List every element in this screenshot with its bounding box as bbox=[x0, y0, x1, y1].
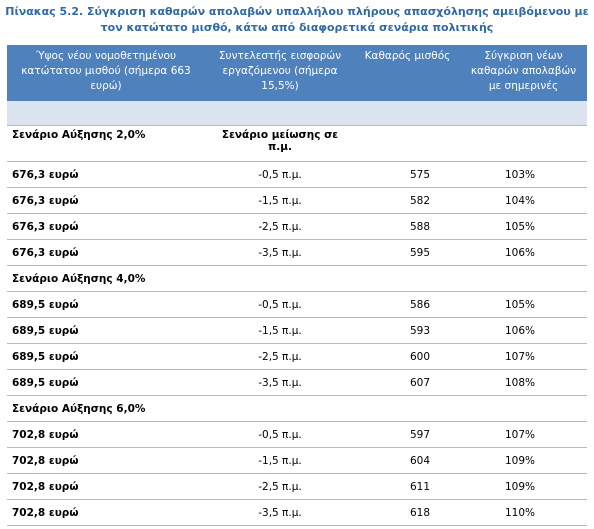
cell: -0,5 π.μ. bbox=[205, 161, 355, 188]
cell: -3,5 π.μ. bbox=[205, 499, 355, 526]
cell: 586 bbox=[355, 291, 460, 318]
cell: 109% bbox=[460, 447, 587, 474]
cell: -3,5 π.μ. bbox=[205, 369, 355, 396]
table-body: Σενάριο Αύξησης 2,0% Σενάριο μείωσης σε π… bbox=[7, 101, 587, 526]
section-note bbox=[205, 395, 355, 422]
row: 689,5 ευρώ -3,5 π.μ. 607 108% bbox=[7, 369, 587, 396]
cell: 689,5 ευρώ bbox=[7, 317, 205, 344]
cell: 689,5 ευρώ bbox=[7, 369, 205, 396]
cell: 105% bbox=[460, 291, 587, 318]
cell: 107% bbox=[460, 343, 587, 370]
title-line: Πίνακας 5.2. Σύγκριση καθαρών απολαβών υ… bbox=[5, 5, 589, 18]
section-note: Σενάριο μείωσης σε π.μ. bbox=[205, 125, 355, 162]
blank-row bbox=[7, 101, 587, 126]
section-label: Σενάριο Αύξησης 2,0% bbox=[7, 125, 205, 162]
cell: 611 bbox=[355, 473, 460, 500]
cell: -1,5 π.μ. bbox=[205, 187, 355, 214]
cell: -0,5 π.μ. bbox=[205, 421, 355, 448]
header-cell: Ύψος νέου νομοθετημένου κατώτατου μισθού… bbox=[7, 45, 205, 101]
header-cell: Καθαρός μισθός bbox=[355, 45, 460, 101]
row: 689,5 ευρώ -2,5 π.μ. 600 107% bbox=[7, 343, 587, 370]
cell: 600 bbox=[355, 343, 460, 370]
cell: 702,8 ευρώ bbox=[7, 499, 205, 526]
title: Πίνακας 5.2. Σύγκριση καθαρών απολαβών υ… bbox=[0, 4, 594, 44]
cell: 689,5 ευρώ bbox=[7, 291, 205, 318]
row: 676,3 ευρώ -0,5 π.μ. 575 103% bbox=[7, 161, 587, 188]
cell: 597 bbox=[355, 421, 460, 448]
section-note bbox=[205, 265, 355, 292]
cell: 588 bbox=[355, 213, 460, 240]
cell: 676,3 ευρώ bbox=[7, 239, 205, 266]
page: Πίνακας 5.2. Σύγκριση καθαρών απολαβών υ… bbox=[0, 4, 594, 529]
section-label: Σενάριο Αύξησης 6,0% bbox=[7, 395, 205, 422]
row: 702,8 ευρώ -1,5 π.μ. 604 109% bbox=[7, 447, 587, 474]
section-row: Σενάριο Αύξησης 6,0% bbox=[7, 395, 587, 422]
cell: 105% bbox=[460, 213, 587, 240]
cell bbox=[355, 125, 460, 162]
section-row: Σενάριο Αύξησης 4,0% bbox=[7, 265, 587, 292]
cell: 676,3 ευρώ bbox=[7, 161, 205, 188]
cell: 107% bbox=[460, 421, 587, 448]
cell: -2,5 π.μ. bbox=[205, 473, 355, 500]
cell: 702,8 ευρώ bbox=[7, 473, 205, 500]
cell: 110% bbox=[460, 499, 587, 526]
table: Ύψος νέου νομοθετημένου κατώτατου μισθού… bbox=[7, 45, 587, 526]
cell: 106% bbox=[460, 239, 587, 266]
cell: 109% bbox=[460, 473, 587, 500]
cell: 676,3 ευρώ bbox=[7, 187, 205, 214]
title-line: τον κατώτατο μισθό, κάτω από διαφορετικά… bbox=[100, 21, 494, 34]
cell: 108% bbox=[460, 369, 587, 396]
cell: 582 bbox=[355, 187, 460, 214]
cell bbox=[460, 395, 587, 422]
cell: -0,5 π.μ. bbox=[205, 291, 355, 318]
row: 702,8 ευρώ -0,5 π.μ. 597 107% bbox=[7, 421, 587, 448]
cell: 702,8 ευρώ bbox=[7, 447, 205, 474]
cell bbox=[355, 265, 460, 292]
cell bbox=[460, 265, 587, 292]
cell: 575 bbox=[355, 161, 460, 188]
section-row: Σενάριο Αύξησης 2,0% Σενάριο μείωσης σε π… bbox=[7, 125, 587, 162]
row: 676,3 ευρώ -1,5 π.μ. 582 104% bbox=[7, 187, 587, 214]
cell: 103% bbox=[460, 161, 587, 188]
cell: 689,5 ευρώ bbox=[7, 343, 205, 370]
cell: 702,8 ευρώ bbox=[7, 421, 205, 448]
cell: 618 bbox=[355, 499, 460, 526]
row: 676,3 ευρώ -3,5 π.μ. 595 106% bbox=[7, 239, 587, 266]
header-row: Ύψος νέου νομοθετημένου κατώτατου μισθού… bbox=[7, 45, 587, 101]
cell bbox=[460, 125, 587, 162]
cell: 595 bbox=[355, 239, 460, 266]
cell: -1,5 π.μ. bbox=[205, 317, 355, 344]
cell: 604 bbox=[355, 447, 460, 474]
cell: -1,5 π.μ. bbox=[205, 447, 355, 474]
header-cell: Σύγκριση νέων καθαρών απολαβών με σημερι… bbox=[460, 45, 587, 101]
cell: 106% bbox=[460, 317, 587, 344]
cell: 607 bbox=[355, 369, 460, 396]
row: 689,5 ευρώ -0,5 π.μ. 586 105% bbox=[7, 291, 587, 318]
row: 676,3 ευρώ -2,5 π.μ. 588 105% bbox=[7, 213, 587, 240]
cell bbox=[355, 395, 460, 422]
section-label: Σενάριο Αύξησης 4,0% bbox=[7, 265, 205, 292]
cell: 593 bbox=[355, 317, 460, 344]
cell: 676,3 ευρώ bbox=[7, 213, 205, 240]
row: 702,8 ευρώ -3,5 π.μ. 618 110% bbox=[7, 499, 587, 526]
header-cell: Συντελεστής εισφορών εργαζόμενου (σήμερα… bbox=[205, 45, 355, 101]
cell: -2,5 π.μ. bbox=[205, 213, 355, 240]
cell: -3,5 π.μ. bbox=[205, 239, 355, 266]
row: 689,5 ευρώ -1,5 π.μ. 593 106% bbox=[7, 317, 587, 344]
cell: 104% bbox=[460, 187, 587, 214]
row: 702,8 ευρώ -2,5 π.μ. 611 109% bbox=[7, 473, 587, 500]
cell: -2,5 π.μ. bbox=[205, 343, 355, 370]
